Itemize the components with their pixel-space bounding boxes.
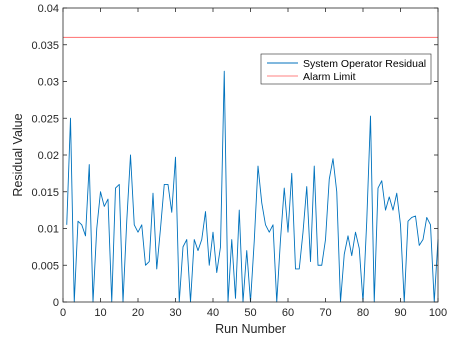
y-tick-label: 0.035 bbox=[31, 40, 59, 52]
x-tick-label: 80 bbox=[357, 307, 369, 319]
y-axis-label: Residual Value bbox=[11, 113, 25, 196]
y-tick-label: 0.015 bbox=[31, 187, 59, 199]
plot-background bbox=[63, 8, 438, 302]
legend: System Operator Residual Alarm Limit bbox=[260, 53, 432, 85]
x-tick-label: 0 bbox=[60, 307, 66, 319]
y-tick-label: 0.02 bbox=[38, 150, 59, 162]
x-tick-label: 70 bbox=[319, 307, 331, 319]
y-tick-label: 0.025 bbox=[31, 113, 59, 125]
x-tick-label: 100 bbox=[429, 307, 447, 319]
legend-label-system-operator-residual: System Operator Residual bbox=[303, 58, 426, 70]
x-tick-label: 60 bbox=[282, 307, 294, 319]
x-tick-label: 90 bbox=[394, 307, 406, 319]
y-tick-label: 0 bbox=[53, 297, 59, 309]
x-tick-label: 20 bbox=[132, 307, 144, 319]
ticks-layer: 0 10 20 30 40 50 60 70 80 90 100 0 0.005 0.01 0.015 0.0… bbox=[31, 3, 447, 319]
y-tick-label: 0.03 bbox=[38, 77, 59, 89]
y-tick-label: 0.04 bbox=[38, 3, 59, 15]
legend-label-alarm-limit: Alarm Limit bbox=[303, 71, 356, 83]
x-tick-label: 30 bbox=[169, 307, 181, 319]
x-tick-label: 10 bbox=[94, 307, 106, 319]
series-layer bbox=[63, 36, 439, 303]
series-line-system-operator-residual bbox=[66, 70, 439, 303]
y-tick-label: 0.01 bbox=[38, 224, 59, 236]
legend-box bbox=[260, 53, 432, 85]
x-axis-label: Run Number bbox=[215, 322, 286, 336]
plot-area: 0 10 20 30 40 50 60 70 80 90 100 0 0.005 0.01 0.015 0.0… bbox=[31, 3, 447, 319]
x-tick-label: 40 bbox=[207, 307, 219, 319]
x-tick-label: 50 bbox=[244, 307, 256, 319]
y-tick-label: 0.005 bbox=[31, 260, 59, 272]
